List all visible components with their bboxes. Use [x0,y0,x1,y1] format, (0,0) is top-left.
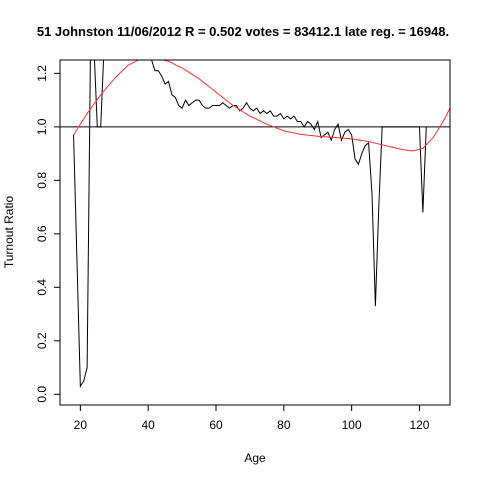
chart-title: 51 Johnston 11/06/2012 R = 0.502 votes =… [37,24,449,39]
y-tick-label: 0.8 [35,172,49,189]
y-axis: 0.0 0.2 0.4 0.6 0.8 1.0 1.2 [35,65,60,403]
y-tick-label: 0.6 [35,225,49,242]
x-tick-label: 120 [409,418,429,432]
x-axis: 20 40 60 80 100 120 [74,405,430,432]
x-tick-label: 60 [209,418,223,432]
y-tick-label: 1.0 [35,118,49,135]
series-line-observed [73,60,427,388]
series-line-fitted [73,60,450,152]
y-tick-label: 0.0 [35,386,49,403]
plot-frame [59,59,451,406]
x-tick-label: 40 [141,418,155,432]
x-tick-label: 100 [342,418,362,432]
y-tick-label: 0.2 [35,332,49,349]
x-tick-label: 20 [74,418,88,432]
y-tick-label: 1.2 [35,65,49,82]
y-tick-label: 0.4 [35,279,49,296]
x-axis-label: Age [244,451,266,465]
y-axis-label: Turnout Ratio [2,196,16,269]
x-tick-label: 80 [277,418,291,432]
